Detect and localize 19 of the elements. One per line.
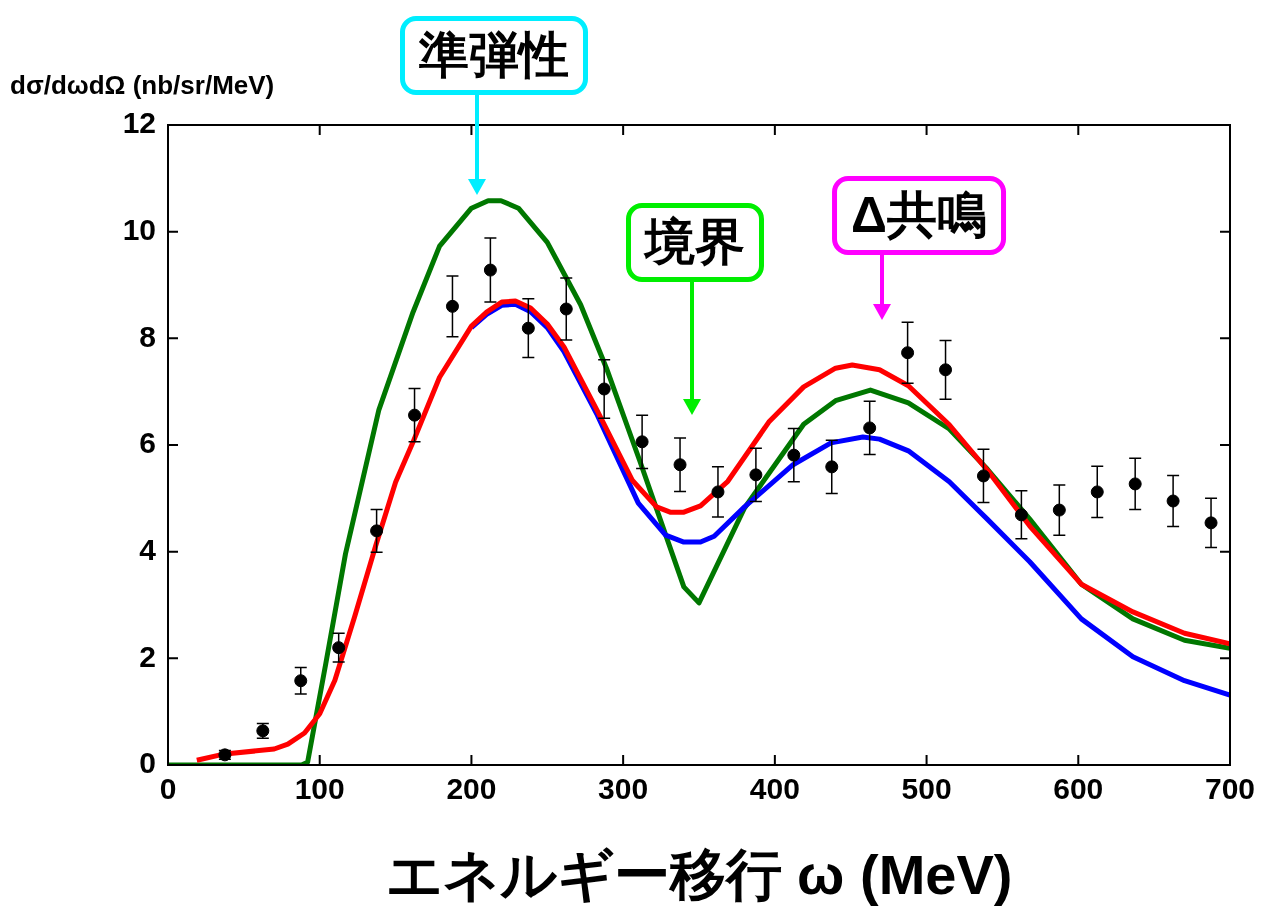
y-tick-label: 6: [139, 426, 156, 460]
x-tick-label: 600: [1053, 772, 1104, 806]
x-tick-label: 300: [598, 772, 649, 806]
text: 準弾性: [400, 16, 588, 95]
x-tick-label: 100: [294, 772, 345, 806]
x-tick-label: 200: [446, 772, 497, 806]
x-tick-label: 700: [1204, 772, 1256, 806]
annotation: Δ共鳴: [832, 176, 1006, 255]
x-axis-title: エネルギー移行 ω (MeV): [385, 842, 1013, 906]
y-tick-label: 2: [139, 639, 156, 673]
y-tick-label: 8: [139, 319, 156, 353]
y-tick-label: 12: [122, 106, 156, 140]
x-tick-label: 400: [749, 772, 800, 806]
y-tick-label: 0: [139, 746, 156, 780]
y-axis-title: dσ/dωdΩ (nb/sr/MeV): [10, 70, 275, 101]
x-tick-label: 500: [901, 772, 952, 806]
annotation: 境界: [626, 203, 764, 282]
y-tick-label: 10: [122, 212, 156, 246]
y-tick-label: 4: [139, 532, 157, 566]
